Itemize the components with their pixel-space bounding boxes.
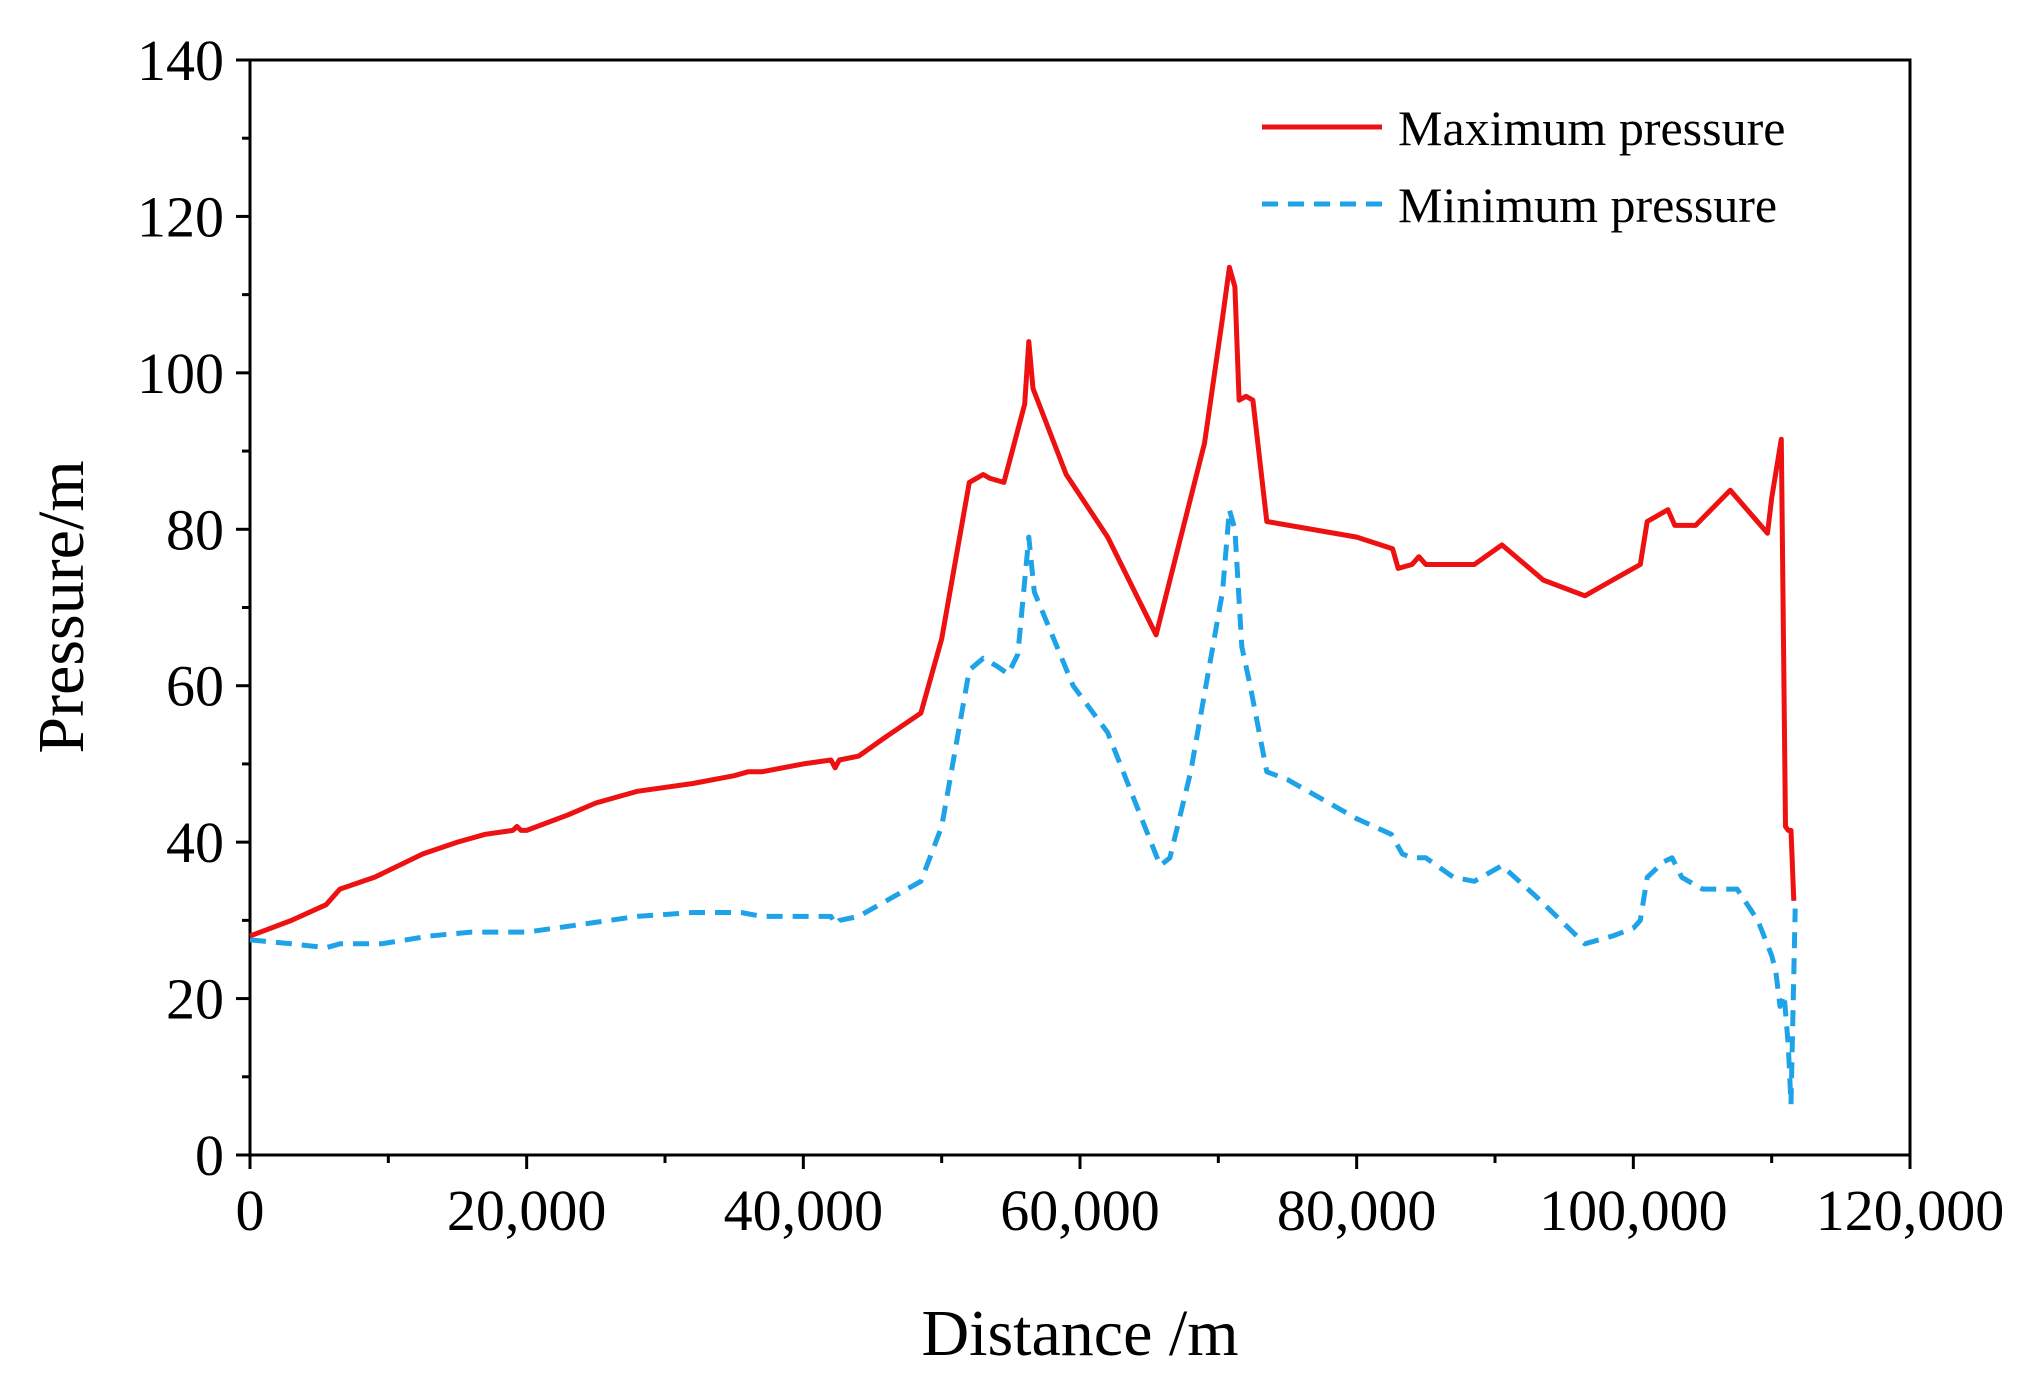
y-tick-label: 140 xyxy=(137,28,224,93)
series-line-minimum-pressure xyxy=(249,507,1798,1107)
y-tick-label: 80 xyxy=(166,497,224,562)
x-tick-label: 40,000 xyxy=(724,1178,884,1243)
y-tick-label: 20 xyxy=(166,967,224,1032)
y-tick-label: 0 xyxy=(195,1123,224,1188)
x-tick-label: 100,000 xyxy=(1539,1178,1728,1243)
y-tick-label: 40 xyxy=(166,810,224,875)
legend: Maximum pressure Minimum pressure xyxy=(1262,100,1785,233)
x-tick-label: 80,000 xyxy=(1277,1178,1437,1243)
y-axis: 0 20 40 60 80 100 120 140 xyxy=(137,28,250,1188)
y-tick-label: 120 xyxy=(137,184,224,249)
series-line-maximum-pressure xyxy=(249,264,1797,939)
legend-label-maximum-pressure: Maximum pressure xyxy=(1398,100,1785,156)
y-tick-label: 60 xyxy=(166,654,224,719)
legend-label-minimum-pressure: Minimum pressure xyxy=(1398,177,1777,233)
x-tick-label: 60,000 xyxy=(1000,1178,1160,1243)
x-axis: 0 20,000 40,000 60,000 80,000 100,000 120,000 xyxy=(236,1155,2005,1243)
x-axis-title: Distance /m xyxy=(921,1297,1238,1370)
x-tick-label: 20,000 xyxy=(447,1178,607,1243)
y-tick-label: 100 xyxy=(137,341,224,406)
y-axis-title: Pressure/m xyxy=(25,460,98,753)
x-tick-label: 120,000 xyxy=(1816,1178,2005,1243)
x-tick-label: 0 xyxy=(236,1178,265,1243)
series-layer xyxy=(249,264,1798,1107)
